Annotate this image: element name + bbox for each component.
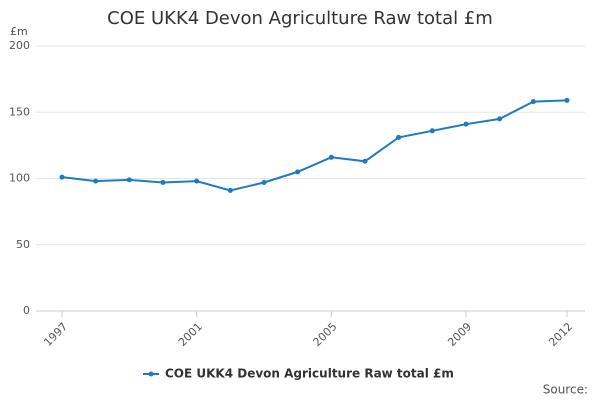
point xyxy=(396,134,402,140)
legend-label: COE UKK4 Devon Agriculture Raw total £m xyxy=(165,367,454,381)
point xyxy=(497,116,503,122)
x-tick-label: 2001 xyxy=(176,320,205,349)
point xyxy=(194,178,200,184)
point xyxy=(362,158,368,164)
source: Source: xyxy=(543,383,588,397)
legend-swatch-marker xyxy=(148,371,154,377)
x-tick-label: 2009 xyxy=(445,320,474,349)
x-tick-label: 2005 xyxy=(311,320,340,349)
point xyxy=(328,154,334,160)
point xyxy=(463,121,469,127)
y-tick-label: 0 xyxy=(23,304,30,317)
point xyxy=(93,178,99,184)
point xyxy=(160,179,166,185)
point xyxy=(59,174,65,180)
line xyxy=(61,99,568,192)
point xyxy=(227,187,233,193)
y-axis-label: £m xyxy=(10,25,28,38)
point xyxy=(530,99,536,105)
x-tick-label: 1997 xyxy=(41,320,70,349)
y-tick-label: 50 xyxy=(16,238,30,251)
chart-title: COE UKK4 Devon Agriculture Raw total £m xyxy=(107,8,493,29)
y-tick-label: 100 xyxy=(9,172,30,185)
point xyxy=(126,177,132,183)
point xyxy=(564,97,570,103)
point xyxy=(261,179,267,185)
x-tick-label: 2012 xyxy=(546,320,575,349)
y-tick-label: 150 xyxy=(9,105,30,118)
y-tick-label: 200 xyxy=(9,39,30,52)
point xyxy=(429,128,435,134)
point xyxy=(295,169,301,175)
